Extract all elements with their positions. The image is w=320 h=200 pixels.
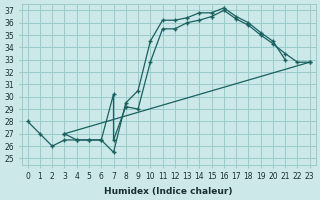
X-axis label: Humidex (Indice chaleur): Humidex (Indice chaleur) <box>104 187 233 196</box>
